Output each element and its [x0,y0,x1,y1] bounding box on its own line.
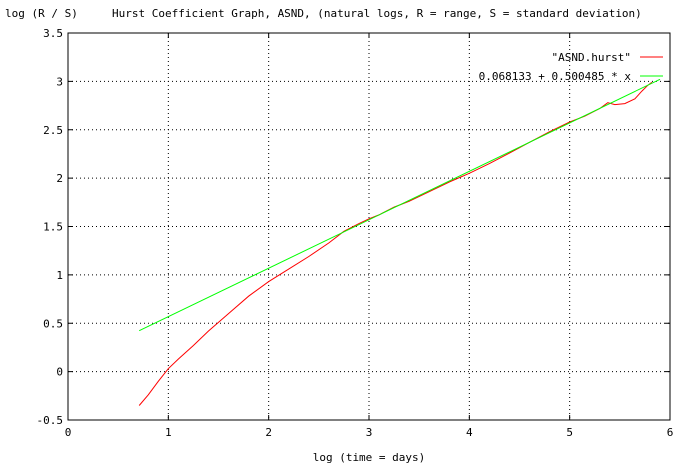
x-tick-label: 1 [165,426,172,439]
x-tick-label: 5 [566,426,573,439]
y-tick-label: 2.5 [43,124,63,137]
y-tick-label: 2 [56,172,63,185]
legend-label-1: "ASND.hurst" [552,51,631,64]
y-tick-label: 0 [56,366,63,379]
y-tick-label: -0.5 [37,414,64,427]
grid-layer [68,33,670,420]
tick-layer: 0 1 2 3 4 5 6-0.500.511.522.533.5 [37,27,674,439]
y-tick-label: 1 [56,269,63,282]
y-tick-label: 3 [56,75,63,88]
x-tick-label: 6 [667,426,674,439]
series-line-1 [138,81,653,406]
series-line-2 [138,78,661,332]
x-tick-label: 4 [466,426,473,439]
x-tick-label: 2 [265,426,272,439]
series-layer [138,78,661,406]
chart-title: Hurst Coefficient Graph, ASND, (natural … [112,7,642,20]
y-axis-label: log (R / S) [5,7,78,20]
y-tick-label: 0.5 [43,317,63,330]
y-tick-label: 1.5 [43,221,63,234]
x-axis-label: log (time = days) [313,451,426,464]
legend-label-2: 0.068133 + 0.500485 * x [479,70,632,83]
x-tick-label: 3 [366,426,373,439]
legend: "ASND.hurst" 0.068133 + 0.500485 * x [479,51,663,83]
x-tick-label: 0 [65,426,72,439]
y-tick-label: 3.5 [43,27,63,40]
